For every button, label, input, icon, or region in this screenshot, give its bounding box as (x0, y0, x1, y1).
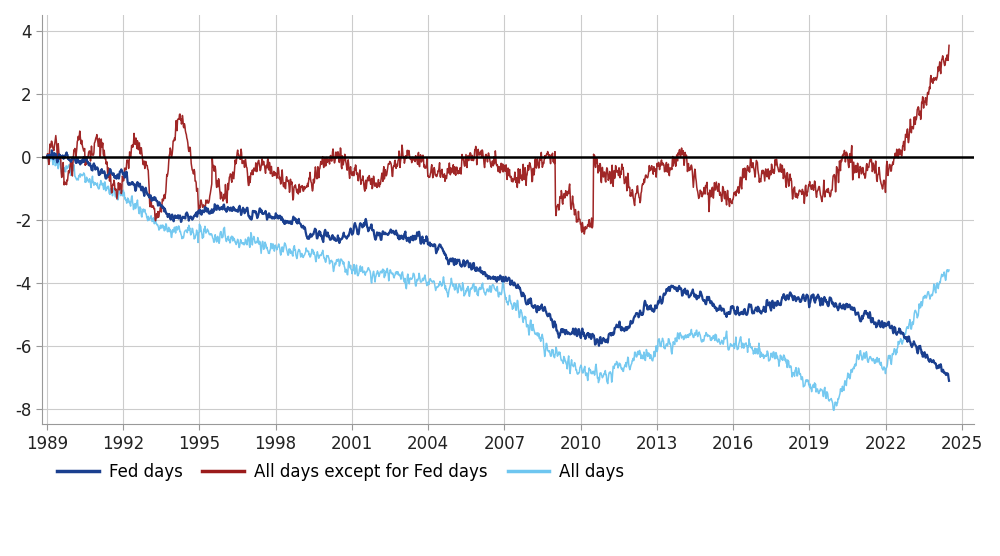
Legend: Fed days, All days except for Fed days, All days: Fed days, All days except for Fed days, … (50, 456, 631, 488)
